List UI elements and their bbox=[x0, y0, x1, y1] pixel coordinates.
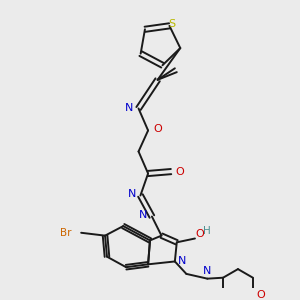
Text: N: N bbox=[128, 189, 136, 199]
Text: N: N bbox=[139, 210, 148, 220]
Text: O: O bbox=[175, 167, 184, 177]
Text: N: N bbox=[203, 266, 212, 276]
Text: N: N bbox=[125, 103, 133, 113]
Text: O: O bbox=[153, 124, 162, 134]
Text: O: O bbox=[256, 290, 265, 300]
Text: N: N bbox=[178, 256, 187, 266]
Text: O: O bbox=[195, 229, 204, 239]
Text: Br: Br bbox=[60, 228, 72, 238]
Text: H: H bbox=[203, 226, 211, 236]
Text: S: S bbox=[169, 19, 176, 29]
